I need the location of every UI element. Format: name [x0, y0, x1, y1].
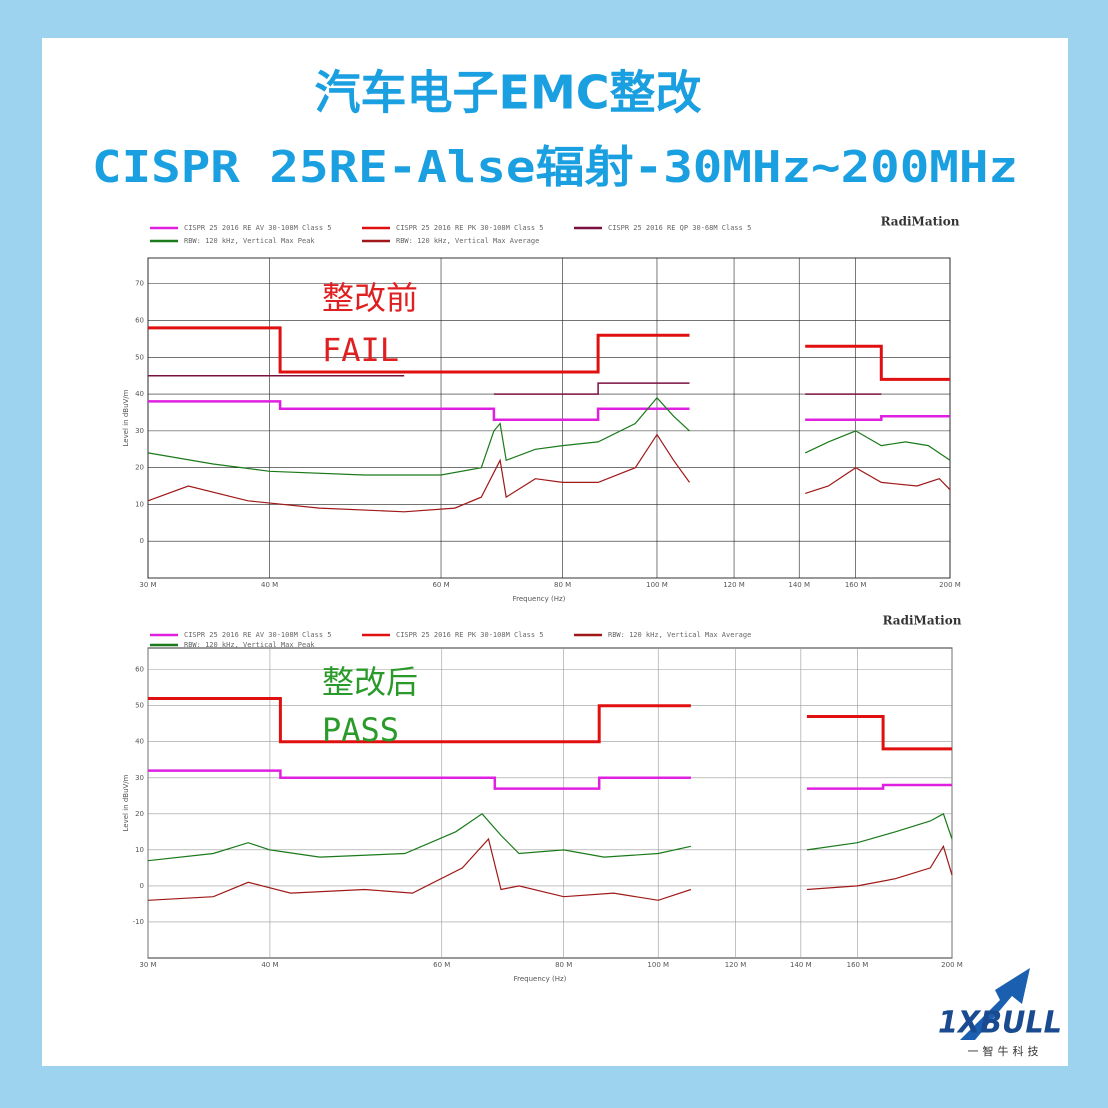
legend-label: RBW: 120 kHz, Vertical Max Average [608, 631, 751, 639]
annotation: 整改前 [322, 279, 418, 317]
x-tick-label: 30 M [139, 961, 156, 969]
legend-label: RBW: 120 kHz, Vertical Max Peak [184, 237, 315, 245]
annotation: FAIL [322, 331, 399, 369]
x-tick-label: 60 M [433, 961, 450, 969]
x-tick-label: 100 M [646, 581, 668, 589]
x-tick-label: 80 M [555, 961, 572, 969]
legend-label: CISPR 25 2016 RE PK 30-108M Class 5 [396, 631, 544, 639]
x-tick-label: 200 M [941, 961, 963, 969]
y-tick-label: 70 [135, 280, 144, 288]
chart: 30 M 40 M 60 M 80 M 100 M 120 M 140 M 160 M 200 … [122, 614, 963, 984]
series-line [148, 326, 950, 381]
y-tick-label: 40 [135, 738, 144, 746]
title: 汽车电子EMC整改 [315, 66, 702, 120]
series-line [148, 697, 952, 751]
x-tick-label: 80 M [554, 581, 571, 589]
logo-arrow [960, 968, 1030, 1040]
y-axis-label: Level in dBuV/m [122, 774, 130, 831]
x-tick-label: 30 M [139, 581, 156, 589]
series-line [148, 769, 952, 790]
x-tick-label: 160 M [847, 961, 869, 969]
y-tick-label: 50 [135, 702, 144, 710]
y-tick-label: 60 [135, 317, 144, 325]
brand: RadiMation [883, 614, 962, 628]
x-tick-label: 60 M [432, 581, 449, 589]
x-tick-label: 140 M [788, 581, 810, 589]
y-tick-label: -10 [133, 918, 144, 926]
series-line [148, 374, 882, 395]
logo-mark: 1XBULL [938, 1006, 1062, 1041]
legend-label: CISPR 25 2016 RE QP 30-68M Class 5 [608, 224, 751, 232]
logo: 1XBULL 一智牛科技 [938, 968, 1062, 1058]
x-tick-label: 120 M [725, 961, 747, 969]
legend-label: CISPR 25 2016 RE AV 30-108M Class 5 [184, 224, 332, 232]
legend-label: RBW: 120 kHz, Vertical Max Peak [184, 641, 315, 649]
series-line [147, 812, 953, 862]
y-tick-label: 60 [135, 666, 144, 674]
subtitle: CISPR 25RE-Alse辐射-30MHz~200MHz [92, 142, 1018, 193]
y-tick-label: 20 [135, 810, 144, 818]
annotation: PASS [322, 711, 399, 749]
x-tick-label: 120 M [723, 581, 745, 589]
y-axis-label: Level in dBuV/m [122, 389, 130, 446]
legend-label: CISPR 25 2016 RE AV 30-108M Class 5 [184, 631, 332, 639]
legend-label: RBW: 120 kHz, Vertical Max Average [396, 237, 539, 245]
x-tick-label: 40 M [261, 581, 278, 589]
y-tick-label: 20 [135, 464, 144, 472]
series-line [148, 400, 950, 422]
y-tick-label: 40 [135, 390, 144, 398]
y-tick-label: 0 [140, 537, 144, 545]
x-axis-label: Frequency (Hz) [513, 595, 566, 603]
logo-company: 一智牛科技 [968, 1044, 1043, 1058]
legend-label: CISPR 25 2016 RE PK 30-108M Class 5 [396, 224, 544, 232]
x-tick-label: 160 M [845, 581, 867, 589]
y-tick-label: 50 [135, 353, 144, 361]
series-line [147, 837, 953, 901]
x-tick-label: 40 M [261, 961, 278, 969]
annotation: 整改后 [322, 663, 418, 701]
y-tick-label: 10 [135, 846, 144, 854]
series-line [147, 433, 951, 513]
x-tick-label: 140 M [790, 961, 812, 969]
y-tick-label: 30 [135, 774, 144, 782]
brand: RadiMation [881, 215, 960, 229]
x-tick-label: 200 M [939, 581, 961, 589]
y-tick-label: 0 [140, 882, 144, 890]
y-tick-label: 10 [135, 500, 144, 508]
x-tick-label: 100 M [647, 961, 669, 969]
chart: 30 M 40 M 60 M 80 M 100 M 120 M 140 M 160 M 200 … [122, 215, 961, 604]
y-tick-label: 30 [135, 427, 144, 435]
x-axis-label: Frequency (Hz) [514, 975, 567, 983]
series-line [147, 396, 951, 476]
